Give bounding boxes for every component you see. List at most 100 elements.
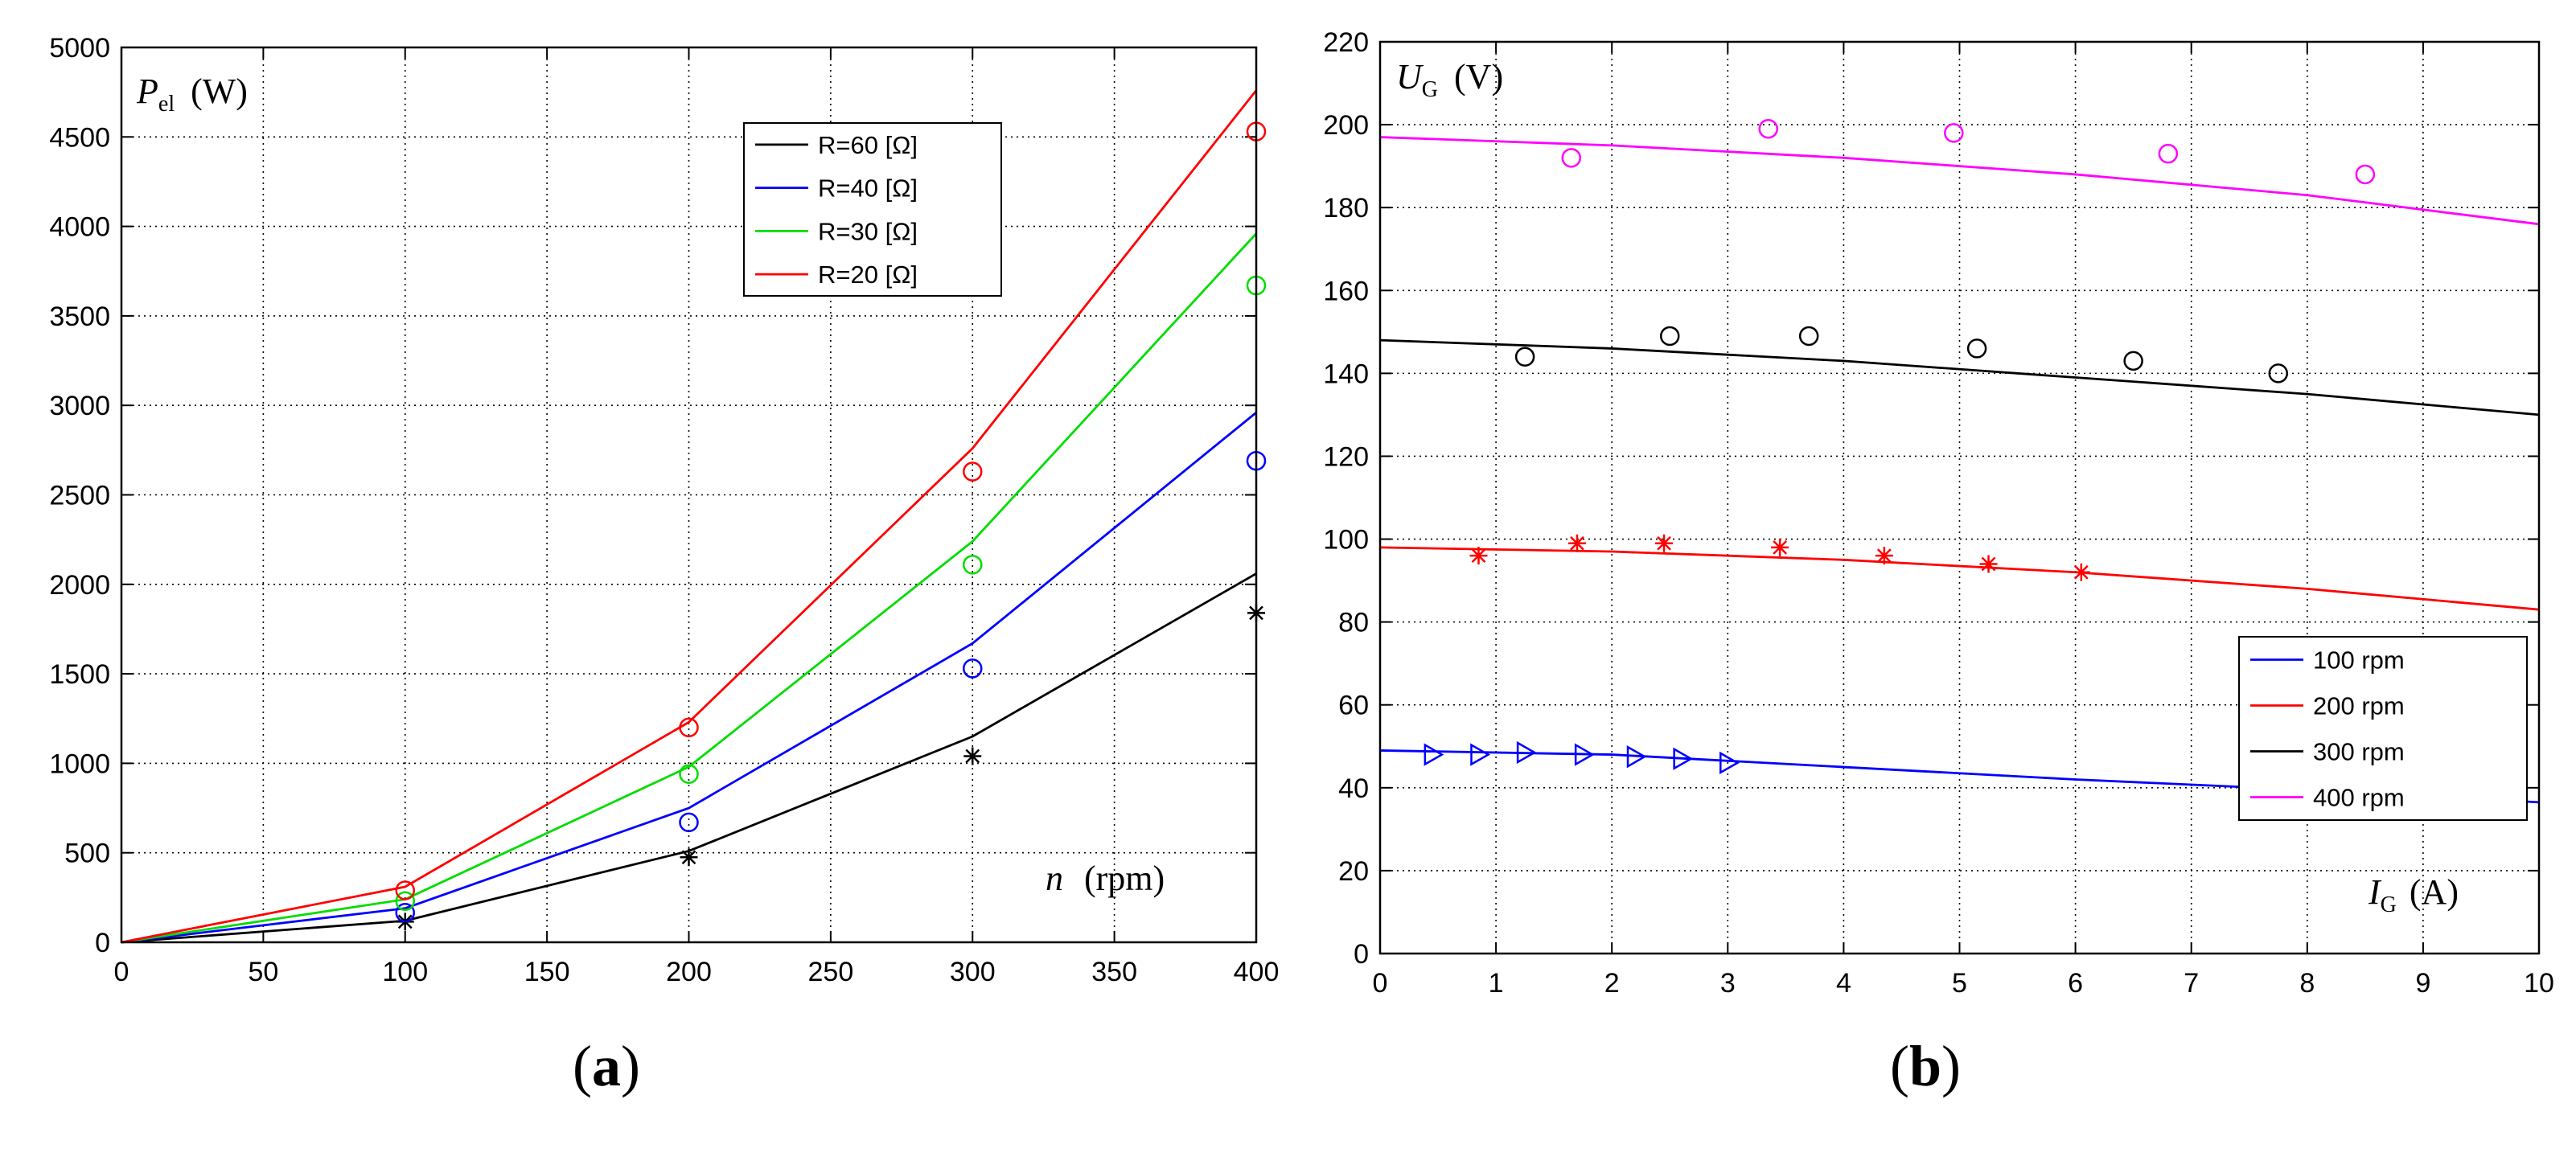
series-1-point — [1875, 547, 1893, 565]
series-2-point — [1660, 326, 1680, 347]
y-tick-label: 1000 — [49, 749, 110, 779]
series-1-line — [121, 412, 1257, 944]
x-tick-label: 0 — [114, 957, 129, 987]
y-tick-label: 120 — [1323, 441, 1369, 472]
legend-entry-3: R=20 [Ω] — [818, 260, 918, 289]
series-2-point — [2123, 351, 2143, 371]
x-axis-label: n (rpm) — [1046, 859, 1165, 898]
x-tick-label: 50 — [248, 957, 278, 987]
y-tick-label: 1500 — [49, 659, 110, 690]
x-tick-label: 100 — [382, 957, 428, 987]
y-tick-label: 4000 — [49, 212, 110, 243]
series-1-point — [1655, 534, 1674, 552]
x-tick-label: 1 — [1489, 968, 1504, 999]
x-tick-label: 5 — [1952, 968, 1967, 999]
y-tick-label: 2500 — [49, 481, 110, 511]
y-tick-label: 2000 — [49, 570, 110, 601]
series-2-point — [679, 764, 699, 785]
y-tick-label: 0 — [95, 928, 110, 958]
x-tick-label: 8 — [2299, 968, 2315, 999]
series-1-line — [1379, 546, 2540, 611]
series-2-point — [1798, 326, 1819, 347]
y-axis-label-unit: (V) — [1454, 57, 1503, 96]
series-0-point — [1516, 740, 1537, 765]
x-tick-label: 6 — [2068, 968, 2083, 999]
x-axis-label-unit: (rpm) — [1084, 859, 1165, 898]
y-axis-label-unit: (W) — [191, 72, 248, 111]
series-1-point — [2072, 563, 2090, 581]
plot-area — [121, 47, 1256, 942]
x-tick-label: 300 — [950, 957, 996, 987]
series-0-point — [1424, 743, 1444, 766]
legend-box — [743, 122, 1002, 297]
series-0-point — [1470, 743, 1490, 766]
y-axis-label: Pel (W) — [136, 72, 248, 117]
axes-box — [120, 46, 1258, 944]
series-3-line — [121, 89, 1258, 944]
series-2-line — [1379, 338, 2540, 416]
x-tick-label: 250 — [808, 957, 854, 987]
axes-box — [1378, 40, 2541, 955]
x-tick-label: 150 — [524, 957, 570, 987]
series-1-point — [1771, 538, 1789, 556]
x-tick-label: 9 — [2415, 968, 2430, 999]
y-tick-label: 160 — [1323, 276, 1369, 306]
y-tick-label: 60 — [1338, 691, 1369, 721]
x-axis-label-symbol: I — [2368, 872, 2382, 912]
y-tick-label: 4500 — [49, 122, 110, 153]
legend: 100 rpm 200 rpm 300 rpm 400 rpm — [2238, 636, 2528, 821]
series-3-point — [395, 880, 415, 900]
series-3-point — [1561, 148, 1582, 168]
series-0-point — [1673, 747, 1694, 770]
y-axis-label-subscript: G — [1422, 77, 1438, 102]
series-1-point — [963, 658, 983, 679]
series-3-line — [1379, 136, 2540, 226]
panel-b-chart: 0 1 2 3 4 5 6 7 8 9 100204060801001201401601802002… — [1323, 27, 2554, 999]
series-3-point — [2158, 143, 2179, 164]
y-tick-label: 140 — [1323, 359, 1369, 389]
panel-a-chart: 0 50 100 150 200 250 300 350 4000500100015002000… — [49, 33, 1279, 987]
series-0-point — [680, 848, 698, 867]
x-axis-label: IG (A) — [2368, 872, 2459, 917]
legend-entry-1: 200 rpm — [2313, 692, 2405, 720]
series-1-point — [1979, 555, 1998, 573]
y-tick-label: 100 — [1323, 525, 1369, 556]
legend-entry-2: R=30 [Ω] — [818, 217, 918, 245]
x-tick-label: 200 — [666, 957, 712, 987]
x-tick-label: 7 — [2184, 968, 2199, 999]
x-tick-label: 10 — [2524, 968, 2554, 999]
y-tick-label: 3000 — [49, 391, 110, 421]
y-tick-label: 3500 — [49, 301, 110, 332]
panel-b-label: (b) — [1890, 1034, 1962, 1098]
series-3-point — [679, 717, 699, 738]
y-tick-label: 500 — [64, 839, 110, 869]
x-tick-label: 350 — [1091, 957, 1137, 987]
x-tick-label: 0 — [1373, 968, 1388, 999]
series-0-point — [1574, 743, 1595, 766]
legend-entry-1: R=40 [Ω] — [818, 174, 918, 203]
series-2-point — [1514, 347, 1535, 367]
legend-box — [2238, 636, 2528, 821]
y-tick-label: 220 — [1323, 27, 1369, 58]
series-3-point — [1758, 118, 1778, 139]
series-2-line — [121, 232, 1258, 944]
x-tick-label: 4 — [1836, 968, 1851, 999]
x-axis-label-subscript: G — [2381, 892, 2397, 917]
legend: R=60 [Ω] R=40 [Ω] R=30 [Ω] R=20 [Ω] — [743, 122, 1002, 297]
series-2-point — [395, 891, 415, 912]
series-1-point — [1567, 534, 1586, 552]
y-axis-label-symbol: U — [1396, 57, 1424, 96]
x-tick-label: 2 — [1604, 968, 1620, 999]
panel-a-label: (a) — [573, 1034, 640, 1098]
series-0-point — [1719, 751, 1740, 775]
x-tick-label: 400 — [1234, 957, 1280, 987]
y-tick-label: 20 — [1338, 856, 1369, 887]
legend-entry-0: 100 rpm — [2313, 646, 2405, 675]
series-2-point — [1966, 338, 1987, 359]
legend-entry-2: 300 rpm — [2313, 738, 2405, 766]
x-axis-label-symbol: n — [1046, 859, 1063, 898]
y-axis-label: UG (V) — [1396, 57, 1503, 102]
x-tick-label: 3 — [1720, 968, 1736, 999]
y-tick-label: 200 — [1323, 110, 1369, 141]
